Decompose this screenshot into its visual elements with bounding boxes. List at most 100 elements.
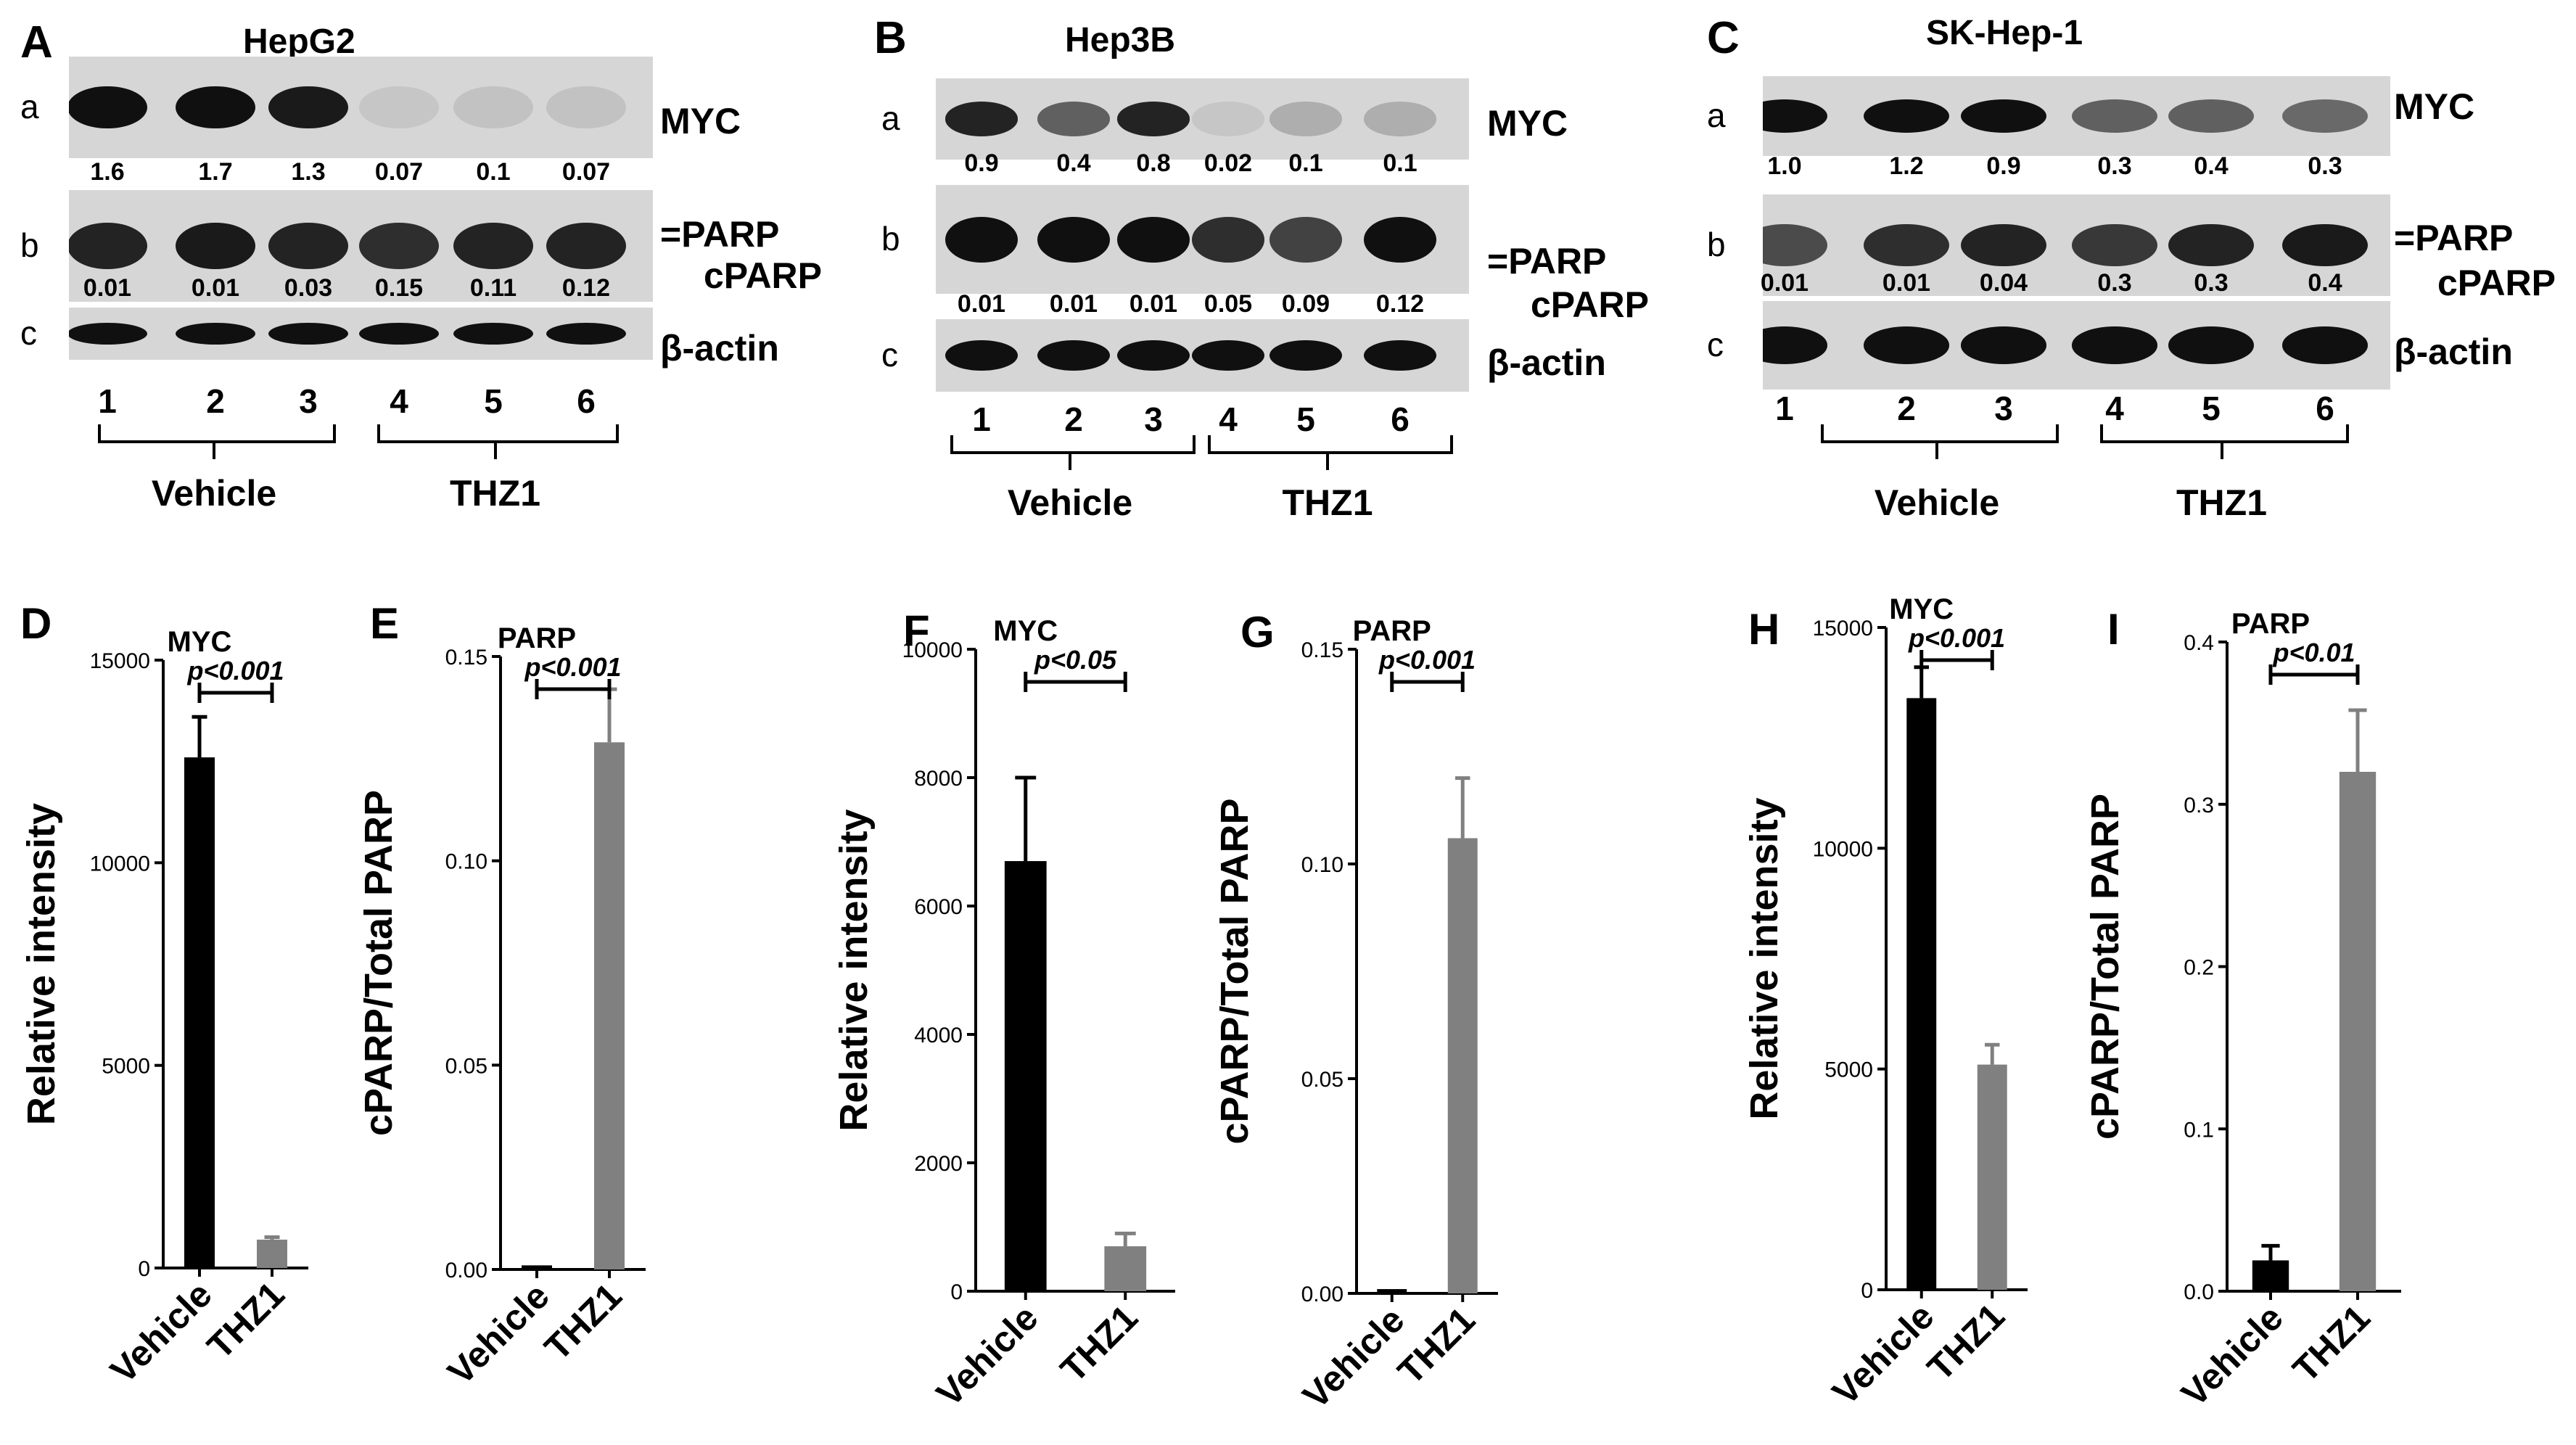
protein-band	[358, 322, 439, 345]
bar-thz1	[594, 742, 625, 1269]
densitometry-value: 1.2	[1889, 152, 1924, 180]
densitometry-value: 0.07	[374, 158, 424, 186]
blot-strip-MYC	[936, 78, 1469, 160]
lane-number: 3	[1994, 390, 2013, 427]
bracket-tick	[213, 440, 215, 459]
y-tick-label: 2000	[914, 1152, 963, 1176]
y-tick-label: 0	[138, 1257, 150, 1281]
protein-band	[2168, 326, 2255, 364]
bracket-tick	[1326, 451, 1329, 470]
protein-band	[453, 222, 533, 270]
densitometry-value: 0.09	[1281, 290, 1330, 318]
bar-vehicle	[1377, 1289, 1407, 1293]
y-tick-label: 15000	[1813, 617, 1873, 641]
chart-panel-letter: E	[370, 599, 399, 648]
protein-band	[1116, 340, 1190, 371]
densitometry-value: 0.01	[1129, 290, 1178, 318]
chart-panel-letter: I	[2107, 605, 2120, 654]
group-bracket	[950, 435, 1196, 454]
group-bracket	[2100, 424, 2349, 443]
chart-panel-letter: H	[1748, 605, 1779, 654]
cell-line-title-B: Hep3B	[1065, 21, 1176, 59]
group-bracket	[377, 424, 619, 443]
densitometry-value: 0.12	[1375, 290, 1425, 318]
bar-vehicle	[1906, 698, 1937, 1290]
protein-band	[2168, 223, 2255, 267]
treatment-group-label: Vehicle	[1007, 482, 1133, 523]
y-tick-label: 0.1	[2184, 1118, 2214, 1142]
y-axis-label: Relative intensity	[1742, 797, 1786, 1119]
densitometry-value: 0.1	[1288, 149, 1323, 177]
lane-number: 1	[1775, 390, 1794, 427]
blot-label: β-actin	[2394, 332, 2513, 372]
chart-title: PARP	[2231, 608, 2310, 640]
y-tick-label: 6000	[914, 895, 963, 919]
densitometry-value: 0.02	[1203, 149, 1253, 177]
x-category-label: Vehicle	[102, 1274, 219, 1391]
y-tick-label: 0.10	[445, 850, 487, 874]
densitometry-value: 0.05	[1203, 290, 1253, 318]
blot-strip-PARP	[1763, 194, 2390, 296]
densitometry-value: 0.15	[374, 274, 424, 302]
y-tick-label: 10000	[90, 852, 150, 876]
densitometry-value: 0.03	[284, 274, 333, 302]
x-category-label: THZ1	[2285, 1297, 2378, 1390]
blot-strip-actin	[936, 319, 1469, 392]
protein-band	[1863, 99, 1950, 133]
protein-band	[1116, 102, 1190, 136]
blot-row-letter: b	[881, 220, 900, 258]
cell-line-title-C: SK-Hep-1	[1926, 14, 2083, 52]
blot-strip-actin	[1763, 301, 2390, 390]
y-axis-label: cPARP/Total PARP	[357, 790, 400, 1136]
y-tick-label: 0.00	[1301, 1283, 1343, 1306]
treatment-group-label: THZ1	[1282, 482, 1373, 523]
y-tick-label: 0	[950, 1280, 963, 1304]
protein-band	[268, 222, 348, 270]
protein-band	[2071, 223, 2158, 267]
y-axis-label: Relative intensity	[20, 803, 63, 1125]
protein-band	[1191, 340, 1265, 371]
blot-row-letter: c	[1707, 326, 1724, 363]
lane-number: 2	[1897, 390, 1916, 427]
y-axis-label: cPARP/Total PARP	[2083, 794, 2127, 1140]
densitometry-value: 0.01	[1760, 269, 1809, 297]
blot-row-letter: c	[20, 314, 37, 352]
densitometry-value: 1.0	[1767, 152, 1802, 180]
blot-row-letter: b	[1707, 226, 1726, 263]
protein-band	[2071, 326, 2158, 364]
blot-label: MYC	[660, 101, 741, 141]
densitometry-value: 0.4	[2308, 269, 2342, 297]
densitometry-value: 0.01	[957, 290, 1006, 318]
treatment-group-label: THZ1	[2176, 482, 2267, 523]
y-tick-label: 0.00	[445, 1259, 487, 1283]
bar-vehicle	[1004, 861, 1047, 1291]
bracket-tick	[2220, 440, 2223, 459]
p-value-label: p<0.001	[1378, 645, 1476, 675]
blot-row-letter: a	[1707, 96, 1726, 134]
treatment-group-label: THZ1	[450, 473, 540, 514]
densitometry-value: 0.01	[191, 274, 240, 302]
protein-band	[1269, 340, 1343, 371]
y-tick-label: 15000	[90, 649, 150, 673]
group-bracket	[98, 424, 336, 443]
bracket-tick	[493, 440, 497, 459]
p-value-label: p<0.001	[1908, 623, 2005, 653]
blot-row-letter: b	[20, 226, 39, 264]
y-tick-label: 0.0	[2184, 1280, 2214, 1304]
protein-band	[175, 322, 255, 345]
protein-band	[546, 222, 626, 270]
densitometry-value: 1.6	[90, 158, 125, 186]
blot-label: =PARP	[660, 214, 780, 255]
densitometry-value: 0.3	[2097, 269, 2132, 297]
protein-band	[69, 222, 148, 270]
protein-band	[1763, 326, 1828, 364]
lane-number: 6	[577, 382, 596, 420]
bar-thz1	[1104, 1246, 1147, 1291]
densitometry-value: 0.9	[964, 149, 999, 177]
bar-vehicle	[184, 757, 215, 1268]
p-value-label: p<0.01	[2272, 638, 2355, 667]
densitometry-value: 0.3	[2194, 269, 2229, 297]
protein-band	[175, 222, 255, 270]
group-bracket	[1821, 424, 2059, 443]
lane-number: 2	[1064, 400, 1083, 438]
